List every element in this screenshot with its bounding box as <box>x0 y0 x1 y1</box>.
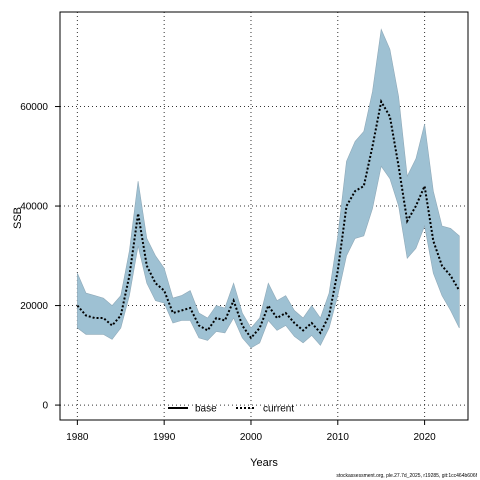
y-tick-label: 0 <box>42 401 48 412</box>
x-tick-label: 1990 <box>153 432 176 443</box>
x-tick-label: 1980 <box>66 432 89 443</box>
y-tick-label: 20000 <box>20 301 48 312</box>
legend-label-current: current <box>263 404 294 415</box>
x-axis: 1980 1990 2000 2010 2020 <box>66 420 436 443</box>
y-tick-label: 60000 <box>20 102 48 113</box>
y-tick-label: 40000 <box>20 202 48 213</box>
y-axis: 0 20000 40000 60000 <box>20 102 60 412</box>
plot-frame <box>59 11 469 421</box>
legend-label-base: base <box>195 404 217 415</box>
x-axis-title: Years <box>250 457 278 469</box>
series-lines <box>76 98 461 340</box>
legend: base current <box>168 404 294 415</box>
x-tick-label: 2000 <box>240 432 263 443</box>
footnote: stockassessment.org, ple.27.7d_2025, r19… <box>336 473 477 479</box>
y-axis-title: SSB <box>12 207 24 229</box>
x-tick-label: 2020 <box>413 432 436 443</box>
x-tick-label: 2010 <box>327 432 350 443</box>
confidence-band <box>77 28 460 349</box>
series-line-current <box>76 98 461 340</box>
